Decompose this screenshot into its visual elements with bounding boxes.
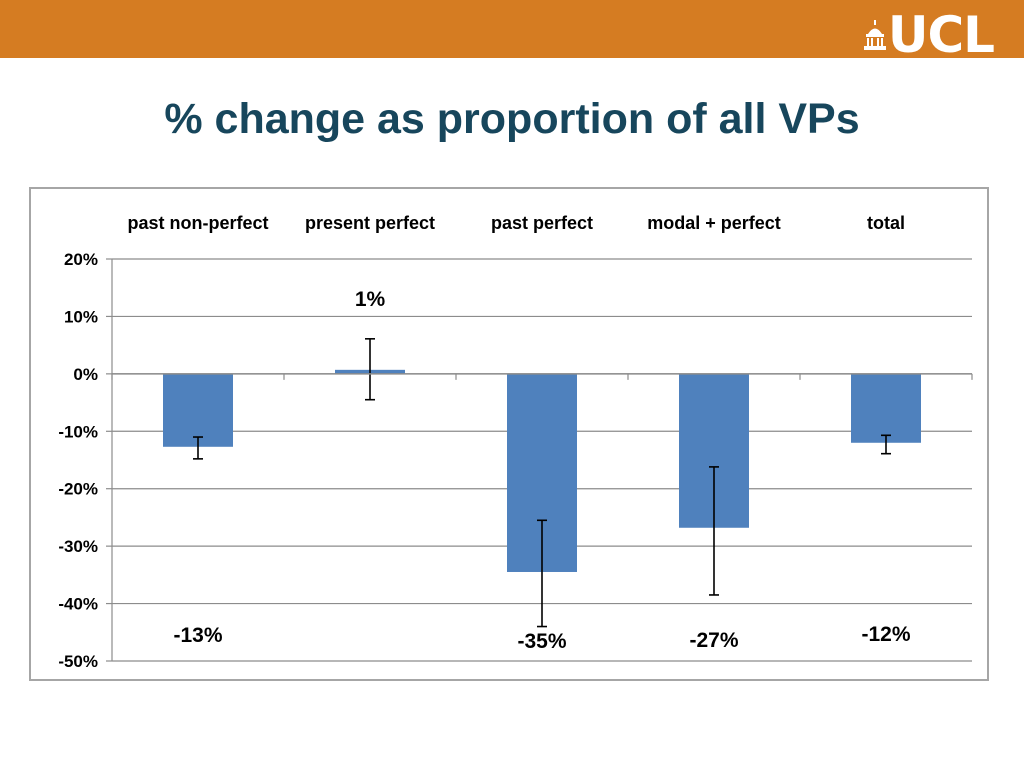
y-tick-label: 10% [64, 307, 98, 326]
category-label: past non-perfect [127, 213, 268, 233]
y-tick-label: -50% [58, 652, 98, 671]
y-tick-label: -10% [58, 422, 98, 441]
y-tick-label: -20% [58, 480, 98, 499]
category-label: modal + perfect [647, 213, 781, 233]
bar [163, 373, 233, 447]
y-tick-label: 20% [64, 250, 98, 269]
bar-chart: 20% 10% 0% -10% -20% -30% -40% -50% past non-pe… [58, 213, 973, 671]
category-label: past perfect [491, 213, 593, 233]
bar [851, 373, 921, 443]
y-tick-label: -40% [58, 595, 98, 614]
logo-text: UCL [887, 6, 995, 64]
ucl-logo: UCL [863, 6, 995, 64]
chart-frame: 20% 10% 0% -10% -20% -30% -40% -50% past non-pe… [29, 187, 989, 681]
y-tick-label: -30% [58, 537, 98, 556]
category-label: present perfect [305, 213, 435, 233]
portico-dome-icon [863, 20, 886, 50]
y-tick-label: 0% [73, 365, 98, 384]
data-label: -27% [689, 629, 738, 652]
data-label: -13% [173, 624, 222, 647]
data-label: -35% [517, 630, 566, 653]
slide-title: % change as proportion of all VPs [164, 95, 860, 143]
data-label: -12% [861, 623, 910, 646]
header-bar: UCL [0, 0, 1024, 64]
data-label: 1% [355, 288, 386, 311]
category-label: total [867, 213, 905, 233]
